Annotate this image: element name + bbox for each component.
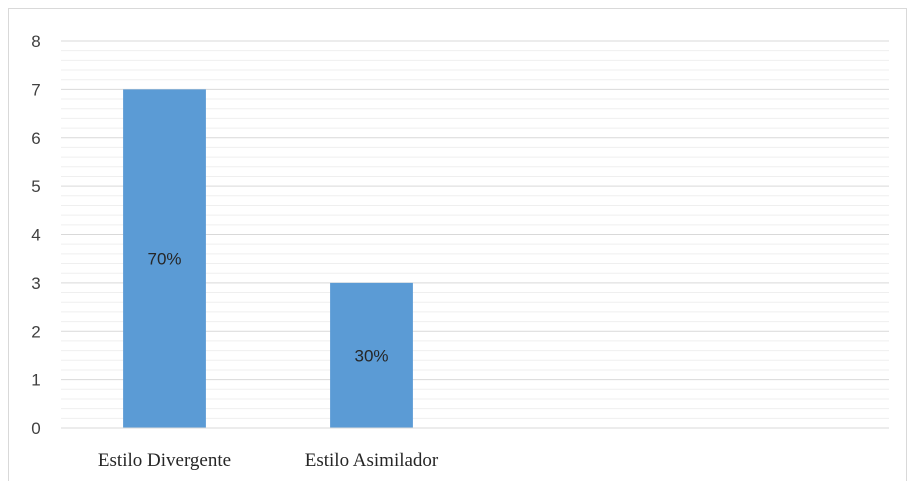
- y-tick-label: 6: [31, 129, 40, 148]
- y-tick-label: 5: [31, 177, 40, 196]
- data-labels: 70% 30%: [147, 250, 388, 366]
- x-axis-category-labels: Estilo Divergente Estilo Asimilador: [98, 450, 439, 471]
- y-tick-label: 1: [31, 371, 40, 390]
- bar-data-label: 70%: [147, 250, 181, 269]
- y-tick-label: 0: [31, 419, 40, 438]
- y-tick-label: 2: [31, 322, 40, 341]
- chart-frame: [8, 8, 907, 481]
- y-tick-label: 4: [31, 226, 40, 245]
- y-tick-label: 8: [31, 32, 40, 51]
- bar: [123, 89, 206, 428]
- x-category-label: Estilo Divergente: [98, 450, 231, 471]
- x-category-label: Estilo Asimilador: [305, 450, 439, 471]
- bar: [330, 282, 413, 428]
- y-tick-label: 7: [31, 80, 40, 99]
- y-axis-tick-labels: 0 1 2 3 4 5 6 7 8: [31, 32, 40, 438]
- bar-data-label: 30%: [354, 346, 388, 365]
- bars: [123, 89, 413, 428]
- y-tick-label: 3: [31, 274, 40, 293]
